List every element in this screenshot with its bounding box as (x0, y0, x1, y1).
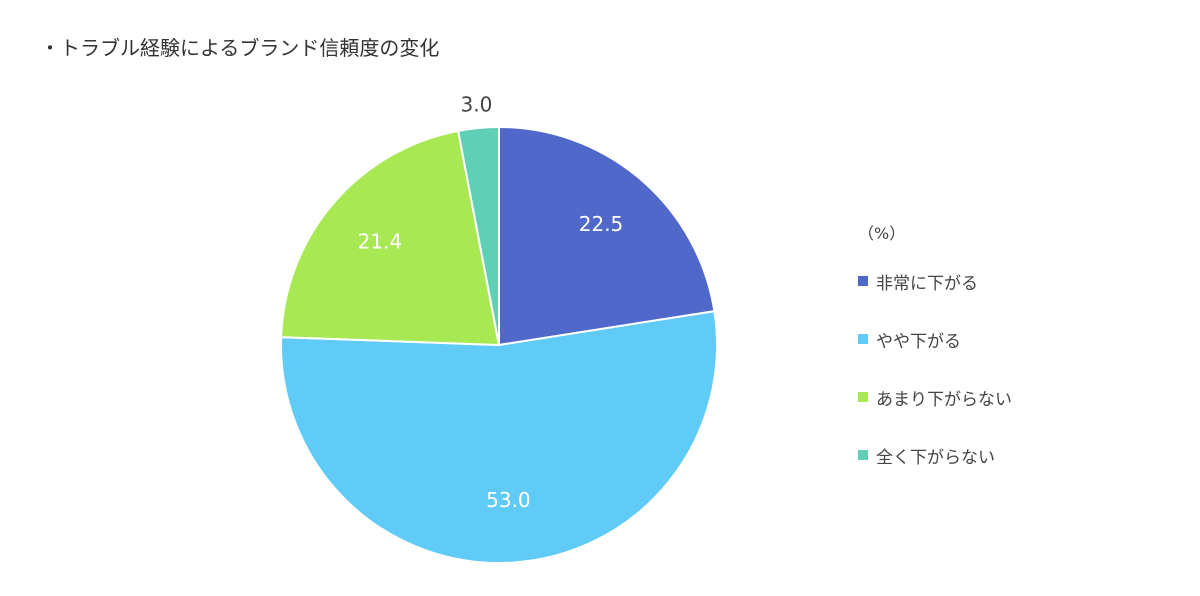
pie-slice-4 (456, 125, 500, 346)
legend-swatch-1 (858, 276, 868, 286)
legend-label-1: 非常に下がる (876, 273, 978, 294)
legend-item-4: 全く下がらない (858, 440, 1012, 470)
legend-swatch-2 (858, 334, 868, 344)
legend-label-3: あまり下がらない (876, 389, 1012, 410)
pie-value-label-3: 21.4 (358, 229, 403, 253)
legend-items: 非常に下がる やや下がるあまり下がらない 全く下がらない (858, 266, 1012, 470)
legend-item-2: やや下がる (858, 324, 1012, 354)
pie-value-label-4: 3.0 (460, 93, 492, 117)
legend-item-1: 非常に下がる (858, 266, 1012, 296)
pie-slices (280, 125, 718, 565)
pie-value-labels: 22.5 53.0 21.4 3.0 (358, 93, 624, 513)
legend-label-4: 全く下がらない (876, 447, 995, 468)
pie-slice-2 (280, 310, 718, 565)
legend-label-2: やや下がる (876, 331, 961, 352)
legend-unit-label: （%） (858, 224, 906, 243)
chart-title: ・トラブル経験によるブランド信頼度の変化 (40, 36, 440, 60)
legend: （%） 非常に下がる やや下がるあまり下がらない 全く下がらない (858, 220, 1012, 498)
pie-slice-1 (498, 125, 716, 347)
pie-value-label-1: 22.5 (579, 212, 624, 236)
pie-slice-3 (280, 129, 501, 347)
legend-swatch-3 (858, 392, 868, 402)
legend-swatch-4 (858, 450, 868, 460)
legend-item-3: あまり下がらない (858, 382, 1012, 412)
pie-value-label-2: 53.0 (486, 488, 531, 512)
